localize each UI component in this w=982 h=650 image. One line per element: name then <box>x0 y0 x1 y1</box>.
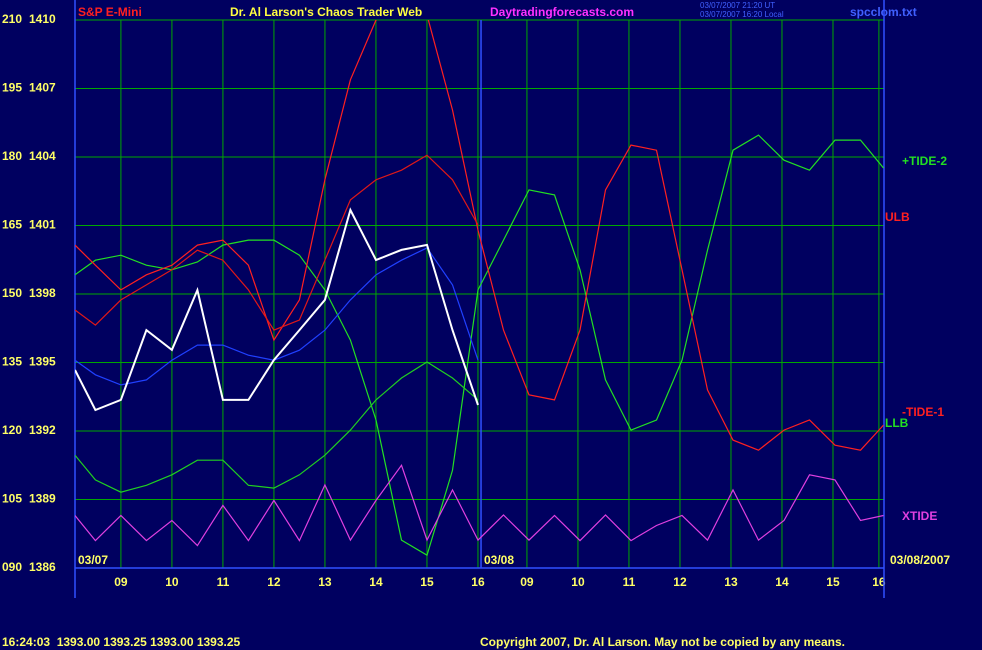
price-line <box>75 207 479 412</box>
series-line <box>75 134 884 557</box>
series-line <box>75 20 884 451</box>
y2-tick-label: 1398 <box>29 286 56 300</box>
y-tick-label: 105 <box>2 492 22 506</box>
status-line: 16:24:03 1393.00 1393.25 1393.00 1393.25 <box>2 635 241 649</box>
x-tick-label: 10 <box>571 575 585 589</box>
y2-tick-label: 1389 <box>29 492 56 506</box>
y2-tick-label: 1392 <box>29 423 56 437</box>
y2-tick-label: 1410 <box>29 12 56 26</box>
series-line <box>75 154 479 331</box>
x-tick-label: 16 <box>872 575 886 589</box>
website: Daytradingforecasts.com <box>490 5 634 19</box>
date-label: 03/07 <box>78 553 108 567</box>
x-tick-label: 09 <box>114 575 128 589</box>
x-tick-label: 14 <box>369 575 383 589</box>
x-tick-label: 12 <box>673 575 687 589</box>
y-tick-label: 165 <box>2 218 22 232</box>
y2-tick-label: 1407 <box>29 81 56 95</box>
plot-area <box>75 20 884 557</box>
series-label: ULB <box>885 210 910 224</box>
y-tick-label: 150 <box>2 286 22 300</box>
date-label: 03/08 <box>484 553 514 567</box>
series-label: LLB <box>885 416 909 430</box>
y2-tick-label: 1404 <box>29 149 56 163</box>
copyright: Copyright 2007, Dr. Al Larson. May not b… <box>480 635 845 649</box>
y2-tick-label: 1395 <box>29 355 56 369</box>
y-tick-label: 180 <box>2 149 22 163</box>
y-tick-label: 120 <box>2 423 22 437</box>
y-tick-label: 090 <box>2 560 22 574</box>
x-tick-label: 14 <box>775 575 789 589</box>
x-tick-label: 13 <box>318 575 332 589</box>
x-tick-label: 13 <box>724 575 738 589</box>
symbol: S&P E-Mini <box>78 5 142 19</box>
x-tick-label: 12 <box>267 575 281 589</box>
series-label: +TIDE-2 <box>902 154 947 168</box>
timestamp: 03/07/2007 16:20 Local <box>700 10 784 19</box>
series-line <box>75 361 479 493</box>
series-label: XTIDE <box>902 509 937 523</box>
series-line <box>75 464 884 547</box>
x-tick-label: 16 <box>471 575 485 589</box>
y-tick-label: 195 <box>2 81 22 95</box>
chart-title: Dr. Al Larson's Chaos Trader Web <box>230 5 422 19</box>
x-tick-label: 11 <box>623 575 636 589</box>
date-label: 03/08/2007 <box>890 553 950 567</box>
x-tick-label: 15 <box>826 575 840 589</box>
y2-tick-label: 1401 <box>29 218 56 232</box>
x-tick-label: 11 <box>217 575 230 589</box>
timestamp: 03/07/2007 21:20 UT <box>700 1 775 10</box>
y2-tick-label: 1386 <box>29 560 56 574</box>
series-label: -TIDE-1 <box>902 405 944 419</box>
y-tick-label: 135 <box>2 355 22 369</box>
x-tick-label: 15 <box>420 575 434 589</box>
x-tick-label: 09 <box>520 575 534 589</box>
x-tick-label: 10 <box>165 575 179 589</box>
y-tick-label: 210 <box>2 12 22 26</box>
